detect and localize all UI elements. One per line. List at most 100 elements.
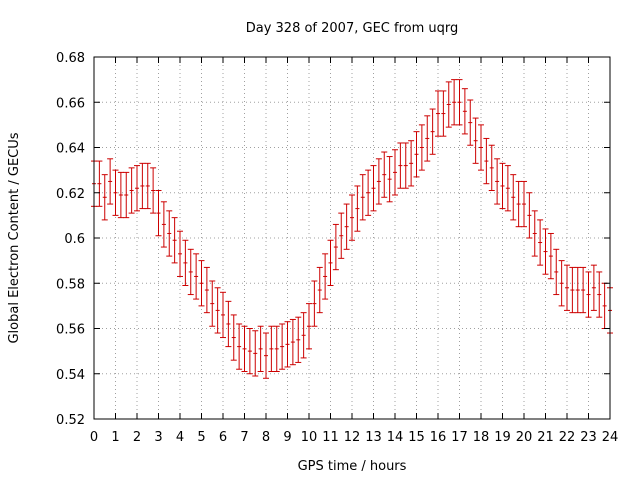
x-tick-label: 23	[580, 430, 597, 445]
data-point-errorbar	[451, 79, 458, 126]
data-point-errorbar	[461, 88, 468, 135]
data-point-errorbar	[268, 325, 275, 372]
data-point-errorbar	[478, 124, 484, 171]
x-tick-label: 3	[154, 430, 162, 445]
x-tick-label: 14	[387, 430, 404, 445]
data-point-errorbar	[456, 79, 463, 126]
data-point-errorbar	[445, 81, 452, 128]
data-point-errorbar	[515, 180, 522, 228]
y-tick-label: 0.54	[56, 368, 85, 383]
data-point-errorbar	[531, 210, 538, 257]
data-point-errorbar	[553, 248, 560, 296]
y-tick-labels: 0.52 0.54 0.56 0.58 0.6 0.62 0.64 0.66 0.68	[56, 51, 85, 428]
x-tick-label: 4	[176, 430, 184, 445]
data-point-errorbar	[440, 90, 447, 137]
data-point-errorbar	[327, 239, 334, 287]
x-tick-label: 2	[133, 430, 141, 445]
data-point-errorbar	[198, 260, 205, 307]
data-point-errorbar	[107, 158, 114, 205]
data-point-errorbar	[418, 124, 425, 171]
data-point-errorbar	[488, 144, 495, 191]
data-point-errorbar	[241, 325, 248, 372]
data-point-errorbar	[193, 253, 200, 300]
data-point-errorbar	[574, 266, 581, 314]
data-point-errorbar	[150, 167, 157, 214]
data-point-errorbar	[123, 171, 130, 219]
data-point-errorbar	[349, 194, 355, 241]
data-point-errorbar	[386, 156, 393, 203]
data-point-errorbar	[273, 325, 280, 372]
x-tick-label: 20	[516, 430, 533, 445]
y-tick-label: 0.68	[56, 51, 85, 66]
data-point-errorbar	[139, 162, 146, 210]
y-tick-label: 0.62	[56, 187, 85, 202]
data-point-errorbar	[214, 287, 221, 334]
data-point-errorbar	[289, 318, 296, 366]
data-point-errorbar	[510, 174, 517, 221]
data-point-errorbar	[558, 260, 565, 307]
x-tick-label: 19	[494, 430, 511, 445]
x-tick-label: 16	[430, 430, 447, 445]
data-point-errorbar	[343, 203, 350, 250]
data-point-errorbar	[252, 330, 259, 377]
data-point-errorbar	[203, 266, 210, 314]
data-point-errorbar	[225, 300, 232, 348]
data-point-errorbar	[569, 266, 576, 314]
data-point-errorbar	[397, 142, 404, 189]
data-point-errorbar	[402, 142, 409, 189]
data-point-errorbar	[171, 217, 178, 264]
data-point-errorbar	[209, 280, 216, 327]
y-tick-label: 0.64	[56, 142, 85, 157]
x-tick-label: 13	[365, 430, 382, 445]
data-point-errorbar	[257, 325, 264, 372]
x-tick-label: 10	[301, 430, 318, 445]
data-point-errorbar	[504, 165, 511, 212]
data-point-errorbar	[359, 174, 366, 221]
data-point-errorbar	[585, 271, 592, 318]
data-point-errorbar	[220, 291, 226, 339]
data-point-errorbar	[322, 253, 329, 300]
data-point-errorbar	[596, 271, 603, 318]
data-point-errorbar	[177, 230, 183, 277]
data-point-errorbar	[601, 282, 608, 329]
x-tick-label: 8	[262, 430, 270, 445]
data-point-errorbar	[499, 162, 506, 210]
data-point-errorbar	[564, 264, 570, 311]
data-point-errorbar	[246, 328, 253, 375]
data-point-errorbar	[472, 117, 479, 164]
tick-marks	[93, 56, 611, 420]
data-point-errorbar	[429, 108, 436, 155]
data-point-errorbar	[590, 264, 597, 311]
y-tick-label: 0.6	[64, 232, 85, 247]
data-point-errorbar	[96, 160, 103, 207]
data-point-errorbar	[295, 316, 302, 363]
x-tick-label: 6	[219, 430, 227, 445]
data-point-errorbar	[230, 314, 237, 361]
y-axis-label: Global Electron Content / GECUs	[7, 132, 22, 343]
x-axis-label: GPS time / hours	[298, 459, 407, 474]
x-tick-label: 21	[537, 430, 554, 445]
data-point-errorbar	[365, 169, 372, 216]
data-point-errorbar	[542, 228, 549, 275]
data-point-errorbar	[279, 323, 286, 370]
data-point-errorbar	[521, 180, 527, 228]
x-tick-label: 0	[90, 430, 98, 445]
x-tick-label: 17	[451, 430, 468, 445]
data-point-errorbar	[160, 201, 167, 248]
y-tick-label: 0.66	[56, 96, 85, 111]
data-point-errorbar	[155, 189, 162, 237]
data-point-errorbar	[316, 266, 323, 314]
x-tick-label: 22	[559, 430, 576, 445]
y-tick-label: 0.58	[56, 277, 85, 292]
data-point-errorbar	[435, 90, 441, 137]
data-point-errorbar	[263, 332, 269, 379]
data-point-errorbar	[370, 165, 377, 212]
data-point-errorbar	[526, 192, 533, 239]
data-point-errorbar	[300, 312, 307, 359]
data-point-errorbar	[580, 266, 587, 314]
data-point-errorbar	[311, 280, 318, 327]
data-point-errorbar	[354, 185, 361, 232]
data-point-errorbar	[187, 248, 194, 296]
data-points	[91, 79, 613, 379]
